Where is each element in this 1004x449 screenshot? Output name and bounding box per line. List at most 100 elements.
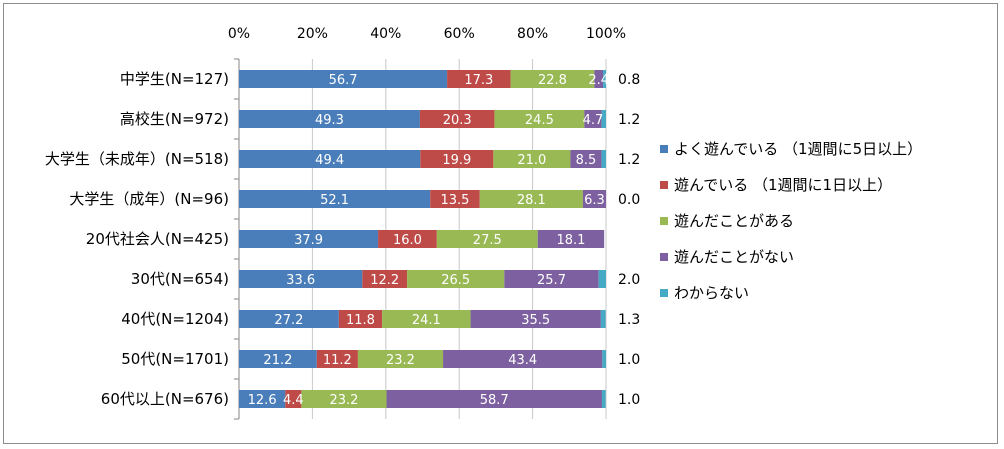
legend-swatch <box>660 181 668 189</box>
bar-segment <box>301 390 387 408</box>
outside-data-label: 0.0 <box>618 192 640 208</box>
bar-segment <box>582 190 606 208</box>
data-label: 52.1 <box>320 193 349 208</box>
bar-segment <box>239 190 431 208</box>
category-label: 40代(N=1204) <box>121 310 229 328</box>
data-label: 27.2 <box>274 313 303 328</box>
legend-label: 遊んだことがある <box>674 212 794 230</box>
data-label: 6.3 <box>584 193 605 208</box>
bar-segment <box>316 350 358 368</box>
bar-segment <box>493 150 571 168</box>
bar-segment <box>357 350 444 368</box>
legend-swatch <box>660 217 668 225</box>
bar-segment <box>430 190 480 208</box>
outside-data-label: 2.0 <box>618 272 640 288</box>
outside-data-label: 1.0 <box>618 392 640 408</box>
bar-segment <box>378 230 437 248</box>
bar-segment <box>537 230 605 248</box>
outside-data-label: 1.2 <box>618 152 640 168</box>
data-label: 27.5 <box>473 233 502 248</box>
bar-segment <box>239 390 286 408</box>
bar-segment <box>601 110 606 128</box>
legend: よく遊んでいる （1週間に5日以上） 遊んでいる （1週間に1日以上） 遊んだことが… <box>660 140 922 302</box>
bar-segment <box>594 70 604 88</box>
bar-segment <box>386 390 602 408</box>
data-label: 20.3 <box>443 113 472 128</box>
bar-segment <box>285 390 302 408</box>
category-label: 高校生(N=972) <box>120 110 229 128</box>
outside-data-label: 1.2 <box>618 112 640 128</box>
x-tick-label: 80% <box>517 26 548 42</box>
data-label: 24.1 <box>412 313 441 328</box>
data-label: 23.2 <box>329 393 358 408</box>
data-label: 24.5 <box>525 113 554 128</box>
bar-segment <box>602 350 606 368</box>
bar-segment <box>239 270 363 288</box>
bar-segment <box>239 310 339 328</box>
category-label: 大学生（成年）(N=96) <box>69 190 229 208</box>
data-label: 17.3 <box>464 73 493 88</box>
chart-frame: 0% 20% 40% 60% 80% 100% 中学生(N=127) 高校生(N=972) 大… <box>3 3 998 444</box>
bar-segment <box>420 150 494 168</box>
bar-segment <box>436 230 538 248</box>
data-label: 13.5 <box>441 193 470 208</box>
data-label: 11.8 <box>346 313 375 328</box>
bar-segment <box>584 110 602 128</box>
x-tick-label: 0% <box>228 26 250 42</box>
data-label: 26.5 <box>441 273 470 288</box>
data-label: 37.9 <box>294 233 323 248</box>
category-label: 大学生（未成年）(N=518) <box>45 150 229 168</box>
legend-label: よく遊んでいる （1週間に5日以上） <box>674 140 922 158</box>
category-label: 中学生(N=127) <box>120 70 229 88</box>
data-label: 28.1 <box>517 193 546 208</box>
bar-segment <box>362 270 408 288</box>
data-label: 11.2 <box>323 353 352 368</box>
legend-label: 遊んでいる （1週間に1日以上） <box>674 176 892 194</box>
data-label: 58.7 <box>480 393 509 408</box>
outside-data-label: 1.0 <box>618 352 640 368</box>
bar-segment <box>382 310 471 328</box>
category-label: 60代以上(N=676) <box>101 390 229 408</box>
bar-segment <box>443 350 603 368</box>
bar-segment <box>603 70 606 88</box>
legend-swatch <box>660 253 668 261</box>
data-label: 2.4 <box>588 73 609 88</box>
data-label: 19.9 <box>442 153 471 168</box>
outside-data-label: 1.3 <box>618 312 640 328</box>
x-tick-label: 100% <box>586 26 626 42</box>
bar-segment <box>601 150 606 168</box>
data-label: 22.8 <box>538 73 567 88</box>
category-label: 30代(N=654) <box>131 270 229 288</box>
bar-segment <box>239 70 448 88</box>
data-label: 21.0 <box>517 153 546 168</box>
data-label: 49.4 <box>315 153 344 168</box>
data-label: 12.2 <box>370 273 399 288</box>
outside-data-label: 0.8 <box>618 72 640 88</box>
bar-segment <box>338 310 383 328</box>
bar-segment <box>239 110 420 128</box>
data-label: 21.2 <box>263 353 292 368</box>
bar-segment <box>239 350 317 368</box>
bar-segment <box>494 110 585 128</box>
data-label: 33.6 <box>286 273 315 288</box>
data-label: 4.4 <box>283 393 304 408</box>
legend-swatch <box>660 289 668 297</box>
x-axis-ticks: 0% 20% 40% 60% 80% 100% <box>228 26 626 42</box>
category-label: 20代社会人(N=425) <box>86 230 229 248</box>
data-label: 35.5 <box>521 313 550 328</box>
stacked-bar-chart: 0% 20% 40% 60% 80% 100% 中学生(N=127) 高校生(N=972) 大… <box>45 26 922 420</box>
data-label: 43.4 <box>508 353 537 368</box>
data-label: 25.7 <box>537 273 566 288</box>
data-label: 18.1 <box>556 233 585 248</box>
data-label: 56.7 <box>329 73 358 88</box>
data-label: 4.7 <box>583 113 604 128</box>
bar-segment <box>407 270 505 288</box>
category-label: 50代(N=1701) <box>121 350 229 368</box>
bar-segment <box>600 310 606 328</box>
legend-swatch <box>660 145 668 153</box>
legend-label: 遊んだことがない <box>674 248 794 266</box>
bar-segment <box>598 270 606 288</box>
bar-segment <box>239 150 421 168</box>
x-tick-label: 20% <box>297 26 328 42</box>
bar-segment <box>447 70 511 88</box>
